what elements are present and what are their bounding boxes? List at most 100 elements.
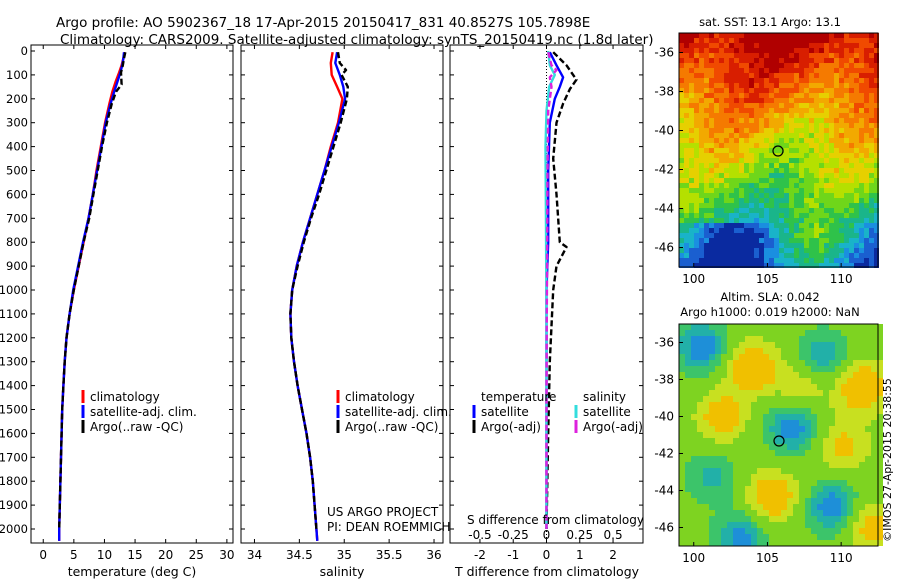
sst-cell [724, 213, 729, 218]
sst-cell [784, 63, 789, 68]
sla-cell [733, 396, 739, 402]
sst-cell [874, 263, 879, 268]
sst-cell [764, 163, 769, 168]
sst-cell [799, 38, 804, 43]
sst-cell [699, 88, 704, 93]
sst-cell [704, 208, 709, 213]
sla-cell [739, 498, 745, 504]
sst-cell [814, 128, 819, 133]
sst-cell [874, 58, 879, 63]
sla-cell [871, 480, 877, 486]
sla-cell [775, 414, 781, 420]
sla-cell [871, 384, 877, 390]
sla-cell [817, 378, 823, 384]
sst-cell [734, 178, 739, 183]
sst-cell [699, 108, 704, 113]
sla-cell [799, 444, 805, 450]
sst-cell [834, 53, 839, 58]
sst-cell [754, 158, 759, 163]
sst-cell [849, 73, 854, 78]
sla-cell [793, 468, 799, 474]
sst-cell [754, 138, 759, 143]
sla-cell [841, 462, 847, 468]
sst-cell [854, 38, 859, 43]
sla-cell [817, 468, 823, 474]
sla-cell [829, 348, 835, 354]
sst-cell [774, 148, 779, 153]
sst-cell [829, 128, 834, 133]
sst-cell [844, 78, 849, 83]
sla-cell [775, 444, 781, 450]
sla-cell [877, 516, 883, 522]
sst-cell [704, 178, 709, 183]
sla-cell [823, 540, 829, 546]
sst-cell [734, 53, 739, 58]
sla-cell [691, 486, 697, 492]
sst-cell [749, 238, 754, 243]
sst-cell [854, 213, 859, 218]
sst-cell [739, 228, 744, 233]
sst-cell [744, 93, 749, 98]
sst-cell [804, 143, 809, 148]
sla-cell [757, 432, 763, 438]
sst-cell [769, 78, 774, 83]
depth-tick-label: 1300 [0, 355, 28, 369]
sst-cell [854, 163, 859, 168]
sla-cell [823, 324, 829, 330]
sla-cell [775, 330, 781, 336]
sst-cell [869, 58, 874, 63]
sst-cell [694, 238, 699, 243]
sla-cell [745, 420, 751, 426]
sla-cell [805, 450, 811, 456]
sst-cell [869, 193, 874, 198]
sst-cell [759, 123, 764, 128]
sla-cell [841, 438, 847, 444]
sst-cell [709, 233, 714, 238]
sst-cell [839, 48, 844, 53]
sst-cell [844, 213, 849, 218]
sla-cell [859, 474, 865, 480]
sst-cell [679, 153, 684, 158]
sst-cell [774, 248, 779, 253]
sla-cell [697, 336, 703, 342]
sst-cell [739, 133, 744, 138]
sla-cell [859, 420, 865, 426]
sst-cell [814, 88, 819, 93]
lon-tick-label: 100 [682, 551, 705, 565]
sla-cell [787, 348, 793, 354]
sla-cell [697, 414, 703, 420]
sla-cell [817, 348, 823, 354]
sst-cell [739, 183, 744, 188]
sst-cell [714, 113, 719, 118]
sst-cell [874, 118, 879, 123]
sla-cell [823, 342, 829, 348]
sst-cell [769, 108, 774, 113]
sst-cell [749, 78, 754, 83]
sla-cell [739, 372, 745, 378]
sst-cell [839, 183, 844, 188]
sst-cell [859, 233, 864, 238]
sst-cell [679, 113, 684, 118]
sst-map [679, 33, 879, 268]
sst-cell [859, 78, 864, 83]
sst-cell [854, 203, 859, 208]
sla-cell [739, 408, 745, 414]
sla-cell [847, 366, 853, 372]
sla-cell [757, 522, 763, 528]
sla-cell [727, 402, 733, 408]
sst-cell [784, 228, 789, 233]
sla-cell [787, 396, 793, 402]
sst-cell [859, 128, 864, 133]
sst-cell [679, 93, 684, 98]
sla-cell [739, 330, 745, 336]
sla-cell [775, 402, 781, 408]
sla-cell [679, 366, 685, 372]
sst-cell [864, 203, 869, 208]
sst-cell [869, 178, 874, 183]
sst-cell [804, 48, 809, 53]
sst-cell [734, 38, 739, 43]
sla-cell [685, 414, 691, 420]
sla-cell [835, 528, 841, 534]
sla-cell [757, 348, 763, 354]
sst-cell [679, 33, 684, 38]
